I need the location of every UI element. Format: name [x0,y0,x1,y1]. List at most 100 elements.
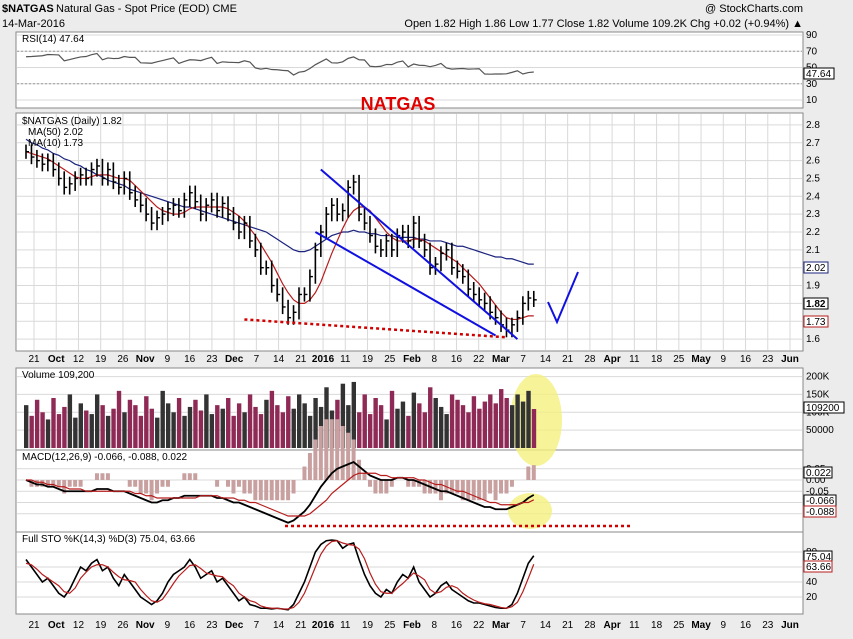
macd-histogram-bar [477,480,482,501]
watermark: @ StockCharts.com [705,3,803,15]
macd-histogram-bar [324,419,329,480]
x-tick-label: 28 [584,354,596,365]
x-tick-label: 2016 [312,354,335,365]
volume-bar [89,414,94,448]
volume-bar [155,417,160,448]
volume-bar [422,412,427,448]
x-tick-label: 7 [254,354,260,365]
x-tick-label-bottom: Nov [136,620,155,631]
x-tick-label-bottom: 25 [384,620,396,631]
macd-histogram-bar [373,480,378,494]
macd-histogram-bar [362,473,367,480]
volume-bar [367,414,373,448]
x-tick-label-bottom: 8 [431,620,437,631]
x-tick-label: 19 [95,354,107,365]
rsi-tick-label: 30 [806,79,818,90]
macd-histogram-bar [340,426,345,480]
volume-bar [438,406,444,448]
x-tick-label-bottom: 21 [562,620,574,631]
volume-badge-value: 109200 [806,403,840,414]
volume-bar [45,419,51,448]
macd-histogram-bar [29,480,34,487]
volume-bar [24,405,29,448]
date: 14-Mar-2016 [2,18,65,30]
volume-bar [105,415,111,448]
macd-histogram-bar [460,480,465,501]
macd-histogram-bar [351,439,356,480]
macd-histogram-bar [100,473,105,480]
macd-histogram-bar [187,473,192,480]
volume-bar [204,394,209,448]
macd-histogram-bar [504,480,509,494]
x-tick-label-bottom: Oct [48,620,65,631]
sto-k-badge-value: 75.04 [806,552,831,563]
price-tick-label: 2.2 [806,227,820,238]
x-tick-label-bottom: 26 [117,620,129,631]
x-tick-label-bottom: 16 [184,620,196,631]
ma10-label: MA(10) 1.73 [28,138,83,149]
price-tick-label: 2.6 [806,156,820,167]
price-tick-label: 1.6 [806,334,820,345]
macd-histogram-bar [226,480,231,487]
panels [15,31,804,615]
macd-histogram-bar [253,480,258,501]
volume-bar [198,410,204,448]
x-tick-label-bottom: 2016 [312,620,335,631]
volume-bar [515,394,520,448]
x-tick-label: 21 [28,354,40,365]
x-tick-label-bottom: 28 [584,620,596,631]
macd-histogram-bar [286,480,291,501]
volume-bar [373,398,378,448]
volume-bar [324,387,329,448]
volume-bar [417,403,422,448]
macd-histogram-bar [242,480,247,494]
sto-d-badge [803,560,833,573]
x-tick-label: 16 [740,354,752,365]
macd-histogram-bar [155,480,160,494]
volume-bar [100,405,105,448]
macd-histogram-bar [51,480,56,487]
x-tick-label-bottom: 22 [473,620,485,631]
x-tick-label: 19 [362,354,374,365]
volume-bar [449,394,455,448]
macd-hist-badge-value: 0.022 [806,468,831,479]
x-tick-label: 21 [562,354,574,365]
macd-histogram-bar [275,480,280,501]
x-tick-label: May [691,354,711,365]
macd-histogram-bar [455,480,460,494]
volume-tick-label: 150K [806,389,830,400]
macd-highlight [508,493,552,529]
volume-bar [231,415,236,448]
macd-histogram-bar [509,480,514,487]
volume-bar [351,381,356,448]
volume-bar [499,389,504,448]
x-tick-label: 16 [184,354,196,365]
macd-histogram-bar [526,466,531,480]
x-tick-label-bottom: 16 [740,620,752,631]
volume-bar [504,398,509,448]
macd-histogram-bar [389,480,394,487]
volume-bar [509,405,515,448]
x-tick-label: 14 [273,354,285,365]
ma50-badge-value: 2.02 [806,263,826,274]
sto-d-line [25,540,535,610]
price-badge-value: 1.82 [806,299,826,310]
macd-label: MACD(12,26,9) -0.066, -0.088, 0.022 [22,452,188,463]
ma50-badge [803,261,829,274]
projected-v-arrow [547,271,579,325]
volume-bar [346,405,351,448]
volume-bar [444,414,449,448]
volume-bar [460,405,466,448]
volume-bar [269,390,275,448]
volume-bar [466,412,471,448]
macd-histogram-bar [258,480,263,501]
macd-histogram-bar [367,480,372,487]
signal-badge [803,505,837,518]
x-tick-label-bottom: 12 [73,620,85,631]
volume-bar [493,403,498,448]
macd-histogram-bar [357,459,362,480]
price-tick-label: 2.5 [806,173,820,184]
rsi-badge [803,67,835,80]
x-tick-label: Nov [136,354,155,365]
x-tick-label-bottom: Jun [781,620,799,631]
